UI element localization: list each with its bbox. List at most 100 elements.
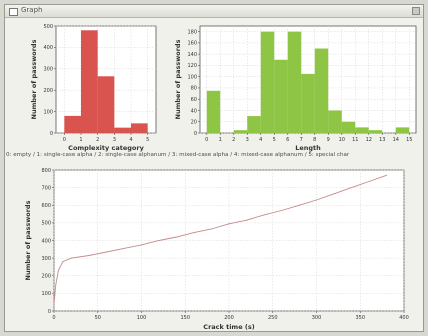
x-tick-label: 9 xyxy=(327,137,330,143)
bar-10 xyxy=(341,121,356,133)
y-tick-label: 100 xyxy=(43,109,53,115)
crack-time-point xyxy=(53,303,55,305)
y-tick-label: 300 xyxy=(43,67,53,73)
crack-time-point xyxy=(57,269,59,271)
x-tick-label: 11 xyxy=(352,137,358,143)
x-tick-label: 2 xyxy=(96,137,99,143)
crack-time-point xyxy=(62,261,64,263)
bar-4 xyxy=(260,31,275,134)
y-tick-label: 0 xyxy=(194,131,197,137)
y-tick-label: 100 xyxy=(41,291,51,297)
y-tick-label: 300 xyxy=(41,256,51,262)
x-tick-label: 50 xyxy=(95,315,101,321)
crack-time-point xyxy=(71,257,72,259)
crack-time-point xyxy=(368,180,370,182)
x-axis-label: Complexity category xyxy=(68,144,144,152)
bar-0 xyxy=(206,90,221,133)
y-tick-label: 400 xyxy=(41,238,51,244)
bar-8 xyxy=(314,48,329,133)
crack-time-point xyxy=(333,193,335,195)
x-tick-label: 10 xyxy=(339,137,345,143)
bar-3 xyxy=(247,116,261,133)
x-axis-label: Crack time (s) xyxy=(203,323,254,331)
y-tick-label: 600 xyxy=(41,203,51,209)
crack-time-point xyxy=(193,232,195,234)
bar-6 xyxy=(287,31,302,134)
window-titlebar[interactable]: Graph xyxy=(5,5,423,18)
complexity-legend-caption: 0: empty / 1: single-case alpha / 2: sin… xyxy=(6,152,350,158)
bar-1 xyxy=(81,30,98,134)
bar-0 xyxy=(64,115,81,133)
x-tick-label: 200 xyxy=(224,315,234,321)
bar-5 xyxy=(274,59,288,133)
y-tick-label: 60 xyxy=(191,97,197,103)
crack-time-point xyxy=(176,236,177,238)
crack-time-point xyxy=(351,187,352,189)
crack-time-point xyxy=(55,284,57,286)
y-tick-label: 500 xyxy=(41,221,51,227)
window-title: Graph xyxy=(21,6,43,14)
y-tick-label: 180 xyxy=(187,29,197,35)
crack-time-point xyxy=(141,244,142,246)
y-tick-label: 20 xyxy=(191,120,197,126)
crack-time-point xyxy=(158,240,160,241)
window-icon xyxy=(9,8,18,16)
y-tick-label: 40 xyxy=(191,108,197,114)
y-tick-label: 100 xyxy=(187,74,197,80)
x-tick-label: 100 xyxy=(137,315,147,321)
y-tick-label: 500 xyxy=(43,24,53,30)
y-axis-label: Number of passwords xyxy=(30,39,38,119)
y-tick-label: 0 xyxy=(48,309,51,315)
y-tick-label: 140 xyxy=(187,52,197,58)
crack-time-point xyxy=(246,219,247,221)
bar-12 xyxy=(368,130,383,133)
crack-time-point xyxy=(228,223,230,225)
y-tick-label: 120 xyxy=(187,63,197,69)
x-tick-label: 12 xyxy=(366,137,372,143)
x-tick-label: 5 xyxy=(273,137,276,143)
crack-time-point xyxy=(123,247,125,249)
y-axis-label: Number of passwords xyxy=(24,200,32,280)
bar-3 xyxy=(114,127,131,133)
x-tick-label: 7 xyxy=(300,137,303,143)
crack-time-point xyxy=(386,174,387,176)
crack-time-point xyxy=(106,251,107,253)
y-tick-label: 80 xyxy=(191,86,197,92)
crack-time-point xyxy=(211,228,212,230)
x-tick-label: 13 xyxy=(379,137,385,143)
x-tick-label: 350 xyxy=(355,315,365,321)
y-tick-label: 400 xyxy=(43,45,53,51)
bar-2 xyxy=(97,76,115,133)
x-tick-label: 0 xyxy=(63,137,66,143)
x-tick-label: 300 xyxy=(312,315,322,321)
x-tick-label: 5 xyxy=(146,137,149,143)
bar-7 xyxy=(301,73,315,133)
y-tick-label: 700 xyxy=(41,185,51,191)
crack-time-point xyxy=(316,199,317,201)
bar-2 xyxy=(233,130,248,133)
bar-14 xyxy=(395,127,410,133)
window-close-button[interactable] xyxy=(412,7,420,15)
y-tick-label: 160 xyxy=(187,41,197,47)
x-tick-label: 15 xyxy=(406,137,412,143)
x-tick-label: 4 xyxy=(259,137,262,143)
x-tick-label: 250 xyxy=(268,315,278,321)
x-tick-label: 14 xyxy=(393,137,399,143)
x-tick-label: 1 xyxy=(79,137,82,143)
bar-11 xyxy=(355,127,369,133)
x-tick-label: 0 xyxy=(205,137,208,143)
x-tick-label: 400 xyxy=(399,315,409,321)
crack-time-point xyxy=(298,204,300,206)
x-tick-label: 3 xyxy=(113,137,116,143)
crack-time-point xyxy=(281,210,282,212)
x-tick-label: 2 xyxy=(232,137,235,143)
x-tick-label: 4 xyxy=(129,137,132,143)
y-tick-label: 0 xyxy=(50,131,53,137)
x-tick-label: 6 xyxy=(286,137,289,143)
x-tick-label: 150 xyxy=(180,315,190,321)
crack-time-point xyxy=(263,214,265,216)
y-axis-label: Number of passwords xyxy=(174,39,182,119)
x-tick-label: 0 xyxy=(52,315,55,321)
x-tick-label: 3 xyxy=(246,137,249,143)
x-tick-label: 1 xyxy=(219,137,222,143)
